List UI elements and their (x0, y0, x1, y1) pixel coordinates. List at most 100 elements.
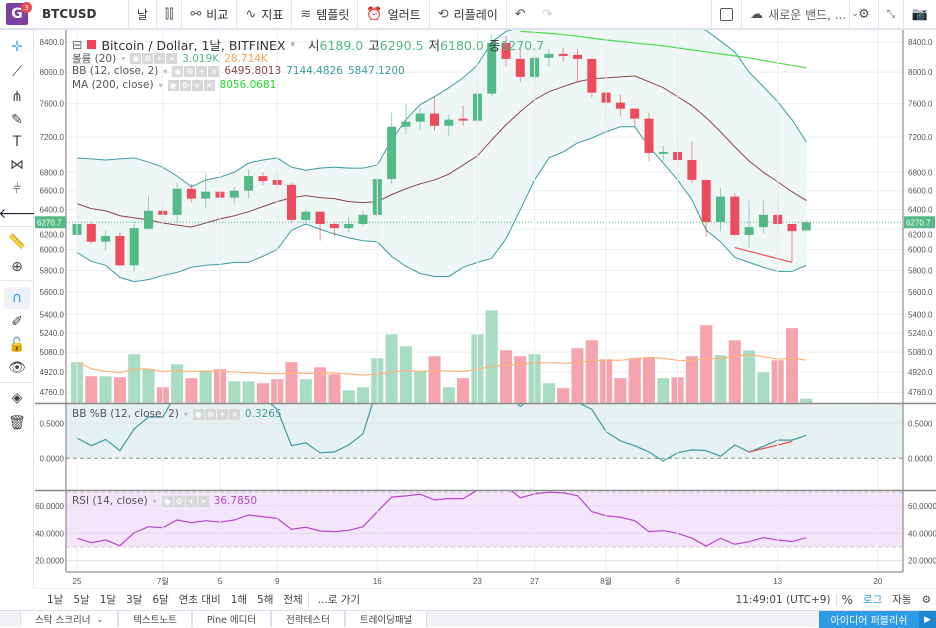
user-menu[interactable]: G 3 (0, 0, 34, 28)
range-5y[interactable]: 5해 (257, 594, 274, 606)
indicator-controls[interactable]: ◉ ⚙ + × (172, 65, 220, 77)
eye-icon[interactable]: ◉ (172, 65, 184, 77)
clock[interactable]: 11:49:01 (UTC+9) (731, 593, 837, 606)
alert-button[interactable]: ⏰ 얼러트 (358, 0, 430, 28)
gear-icon[interactable]: ⚙ (179, 79, 191, 91)
auto-toggle[interactable]: 자동 (892, 594, 912, 606)
tab-text-notes[interactable]: 텍스트노트 (118, 610, 192, 627)
arrow-left-icon[interactable]: 🡐 (0, 205, 36, 222)
volume-name[interactable]: 볼륨 (20) (72, 53, 117, 65)
ma-name[interactable]: MA (200, close) (72, 79, 154, 91)
trash-icon[interactable]: 🗑 (8, 415, 26, 431)
gear-icon[interactable]: ⚙ (921, 593, 931, 606)
percent-toggle[interactable]: % (841, 592, 853, 607)
range-3m[interactable]: 3달 (126, 594, 143, 606)
chart-canvas[interactable]: 25 7월 5 9 16 23 27 8월 6 13 20 8400.0 8400.0 8000.0 800… (0, 0, 936, 588)
zoom-in-icon[interactable]: ⊕ (11, 259, 23, 275)
layout-select[interactable]: ☁ 새로운 밴드, ... ⌄ (742, 0, 859, 28)
flag-icon[interactable] (87, 40, 97, 49)
layers-icon[interactable]: ◈ (11, 390, 23, 406)
redo-button[interactable]: ↷ (534, 0, 713, 28)
close-icon[interactable]: × (197, 495, 209, 507)
plus-icon[interactable]: + (216, 408, 228, 420)
tab-label: 텍스트노트 (133, 615, 177, 626)
plus-icon[interactable]: + (196, 65, 208, 77)
prediction-icon[interactable]: ⫩ (12, 181, 22, 197)
chevron-down-icon[interactable]: ▾ (290, 39, 295, 50)
close-icon[interactable]: × (166, 53, 178, 64)
interval-button[interactable]: 날 (129, 0, 158, 28)
price-tick-label-left: 6000.0 (40, 245, 65, 254)
range-1d[interactable]: 1날 (47, 594, 64, 606)
ruler-icon[interactable]: 📏 (8, 234, 26, 250)
eye-icon[interactable]: ◉ (192, 408, 204, 420)
rsi-name[interactable]: RSI (14, close) (72, 495, 148, 507)
snapshot-button[interactable]: 📷 (904, 0, 936, 28)
plus-icon[interactable]: + (154, 53, 166, 64)
unlock-icon[interactable]: 🔓 (8, 337, 26, 353)
crosshair-icon[interactable]: ✛ (11, 39, 23, 55)
symbol-label: BTCUSD (42, 7, 97, 21)
collapse-icon[interactable]: ⊟ (72, 37, 83, 52)
publish-idea-button[interactable]: 아이디어 퍼블리쉬 (819, 611, 919, 628)
indicator-controls[interactable]: ◉ ⚙ + × (161, 495, 209, 507)
indicator-controls[interactable]: ◉ ⚙ + × (192, 408, 240, 420)
gear-icon[interactable]: ⚙ (173, 495, 185, 507)
close-icon[interactable]: × (203, 79, 215, 91)
close-icon[interactable]: × (208, 65, 220, 77)
bb-legend: BB (12, close, 2) ▾ ◉ ⚙ + × 6495.8013 7144.4… (72, 65, 405, 77)
templates-button[interactable]: ≋ 템플릿 (292, 0, 359, 28)
tab-strategy-tester[interactable]: 전략테스터 (271, 610, 345, 627)
close-icon[interactable]: × (228, 408, 240, 420)
pctb-name[interactable]: BB %B (12, close, 2) (72, 408, 179, 420)
tab-stock-screener[interactable]: 스탁 스크리너 ⌄ (20, 610, 119, 627)
log-toggle[interactable]: 로그 (862, 594, 883, 606)
brush-icon[interactable]: ✎ (11, 112, 23, 128)
range-all[interactable]: 전체 (278, 592, 309, 607)
range-5d[interactable]: 5날 (73, 594, 90, 606)
symbol-title[interactable]: Bitcoin / Dollar, 1날, BITFINEX (101, 38, 286, 53)
chart-type-button[interactable]: ⫿⫿ (157, 0, 183, 28)
trend-line-icon[interactable]: ⟋ (12, 64, 22, 80)
indicator-controls[interactable]: ◉ ⚙ + × (167, 79, 215, 91)
gear-icon[interactable]: ⚙ (204, 408, 216, 420)
chevron-down-icon[interactable]: ▾ (121, 54, 126, 63)
pitchfork-icon[interactable]: ⋔ (11, 89, 23, 105)
tab-pine-editor[interactable]: Pine 에디터 (191, 610, 272, 627)
pattern-icon[interactable]: ⋈ (10, 157, 24, 173)
range-1y[interactable]: 1해 (230, 594, 248, 606)
chevron-down-icon[interactable]: ▾ (152, 496, 157, 506)
chevron-down-icon[interactable]: ▾ (163, 66, 168, 76)
range-1m[interactable]: 1달 (99, 594, 117, 606)
plus-icon[interactable]: + (185, 495, 197, 507)
settings-button[interactable]: ⚙ (850, 0, 879, 28)
compare-button[interactable]: ⚯ 비교 (182, 0, 238, 28)
lock-drawings-icon[interactable]: ✐ (11, 314, 23, 330)
chevron-down-icon[interactable]: ▾ (158, 80, 163, 90)
layout-toggle-button[interactable] (712, 0, 743, 28)
indicators-button[interactable]: ∿ 지표 (237, 0, 293, 28)
text-icon[interactable]: T (12, 134, 22, 150)
symbol-search[interactable]: BTCUSD (34, 0, 129, 28)
gear-icon[interactable]: ⚙ (142, 53, 154, 64)
range-ytd[interactable]: 연초 대비 (178, 594, 221, 606)
play-icon[interactable]: ▶ (919, 611, 936, 628)
chevron-down-icon[interactable]: ▾ (183, 409, 188, 419)
gear-icon[interactable]: ⚙ (184, 65, 196, 77)
eye-icon[interactable]: 👁 (8, 360, 26, 376)
replay-button[interactable]: ⟲ 리플레이 (430, 0, 507, 28)
eye-icon[interactable]: ◉ (167, 79, 179, 91)
range-6m[interactable]: 6달 (152, 594, 169, 606)
candle-body (744, 227, 754, 235)
indicator-controls[interactable]: ◉ ⚙ + × (130, 53, 178, 64)
plus-icon[interactable]: + (191, 79, 203, 91)
fullscreen-button[interactable]: ⤡ (879, 0, 904, 28)
magnet-icon[interactable]: ∩ (4, 287, 30, 309)
eye-icon[interactable]: ◉ (130, 53, 142, 64)
bb-name[interactable]: BB (12, close, 2) (72, 65, 159, 77)
tab-trading-panel[interactable]: 트레이딩패널 (344, 610, 428, 627)
volume-bar (556, 387, 570, 403)
goto-date-button[interactable]: ...로 가기 (317, 594, 361, 606)
eye-icon[interactable]: ◉ (161, 495, 173, 507)
undo-button[interactable]: ↶ (507, 0, 534, 28)
